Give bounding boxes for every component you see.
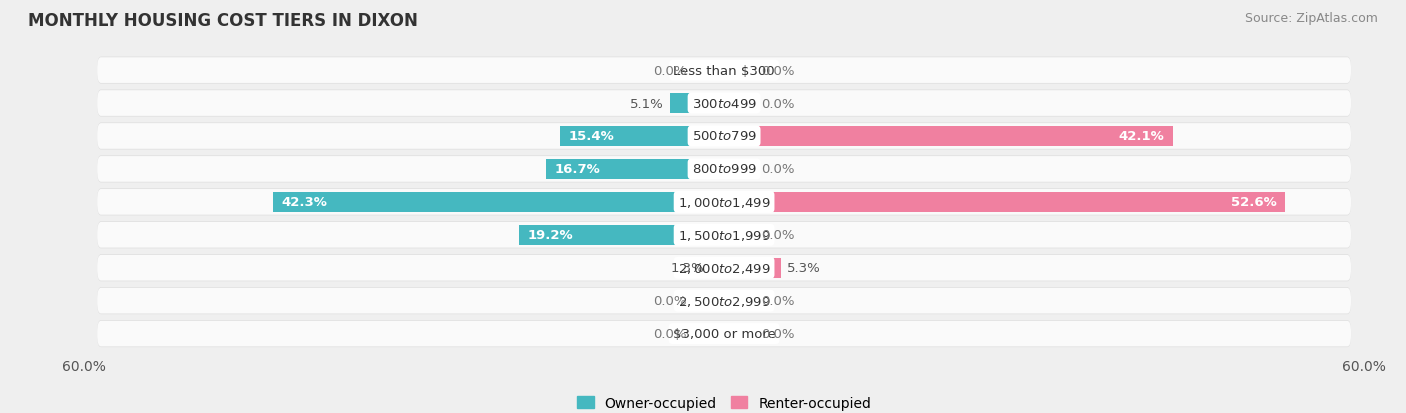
Text: $2,000 to $2,499: $2,000 to $2,499: [678, 261, 770, 275]
Text: $1,500 to $1,999: $1,500 to $1,999: [678, 228, 770, 242]
Text: $1,000 to $1,499: $1,000 to $1,499: [678, 195, 770, 209]
Text: 1.3%: 1.3%: [671, 261, 704, 275]
Text: 0.0%: 0.0%: [762, 97, 794, 110]
FancyBboxPatch shape: [97, 189, 1351, 216]
Text: MONTHLY HOUSING COST TIERS IN DIXON: MONTHLY HOUSING COST TIERS IN DIXON: [28, 12, 418, 30]
Bar: [273, 192, 724, 213]
Text: $2,500 to $2,999: $2,500 to $2,999: [678, 294, 770, 308]
Text: $500 to $799: $500 to $799: [692, 130, 756, 143]
Bar: [546, 159, 724, 180]
Text: 0.0%: 0.0%: [654, 328, 686, 340]
FancyBboxPatch shape: [97, 287, 1351, 314]
Text: 5.1%: 5.1%: [630, 97, 664, 110]
Text: $300 to $499: $300 to $499: [692, 97, 756, 110]
Text: 42.1%: 42.1%: [1119, 130, 1164, 143]
FancyBboxPatch shape: [97, 222, 1351, 249]
Bar: [724, 192, 1285, 213]
Bar: [519, 225, 724, 245]
FancyBboxPatch shape: [97, 255, 1351, 282]
Text: 0.0%: 0.0%: [762, 294, 794, 307]
Text: Less than $300: Less than $300: [673, 64, 775, 77]
Text: 16.7%: 16.7%: [554, 163, 600, 176]
Text: 0.0%: 0.0%: [762, 64, 794, 77]
FancyBboxPatch shape: [97, 321, 1351, 347]
FancyBboxPatch shape: [97, 57, 1351, 84]
Text: 0.0%: 0.0%: [654, 64, 686, 77]
FancyBboxPatch shape: [97, 255, 1351, 281]
Legend: Owner-occupied, Renter-occupied: Owner-occupied, Renter-occupied: [571, 390, 877, 413]
Text: 5.3%: 5.3%: [787, 261, 821, 275]
FancyBboxPatch shape: [97, 190, 1351, 215]
Text: 0.0%: 0.0%: [762, 163, 794, 176]
FancyBboxPatch shape: [97, 124, 1351, 150]
Text: 0.0%: 0.0%: [654, 294, 686, 307]
Text: $3,000 or more: $3,000 or more: [672, 328, 776, 340]
FancyBboxPatch shape: [97, 58, 1351, 84]
Bar: [724, 258, 780, 278]
Bar: [724, 126, 1173, 147]
FancyBboxPatch shape: [97, 157, 1351, 182]
Bar: [710, 258, 724, 278]
FancyBboxPatch shape: [97, 223, 1351, 248]
Text: 52.6%: 52.6%: [1230, 196, 1277, 209]
Bar: [669, 94, 724, 114]
Bar: [560, 126, 724, 147]
FancyBboxPatch shape: [97, 320, 1351, 347]
FancyBboxPatch shape: [97, 91, 1351, 116]
Text: 0.0%: 0.0%: [762, 328, 794, 340]
Text: 19.2%: 19.2%: [527, 229, 574, 242]
Text: $800 to $999: $800 to $999: [692, 163, 756, 176]
FancyBboxPatch shape: [97, 90, 1351, 117]
FancyBboxPatch shape: [97, 156, 1351, 183]
Text: Source: ZipAtlas.com: Source: ZipAtlas.com: [1244, 12, 1378, 25]
Text: 15.4%: 15.4%: [568, 130, 614, 143]
Text: 0.0%: 0.0%: [762, 229, 794, 242]
Text: 42.3%: 42.3%: [281, 196, 328, 209]
FancyBboxPatch shape: [97, 288, 1351, 314]
FancyBboxPatch shape: [97, 123, 1351, 150]
